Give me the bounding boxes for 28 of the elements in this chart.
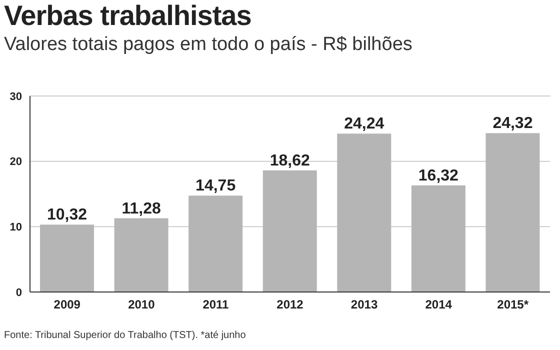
x-tick-label: 2014 — [425, 298, 452, 312]
x-tick-label: 2013 — [350, 298, 378, 312]
x-tick-label: 2011 — [202, 298, 230, 312]
y-tick-label: 30 — [10, 90, 22, 103]
data-label: 24,24 — [344, 116, 384, 133]
bar — [337, 134, 392, 292]
data-label: 10,32 — [46, 206, 88, 224]
data-label: 11,28 — [122, 200, 161, 218]
chart-title: Verbas trabalhistas — [4, 0, 252, 32]
x-tick-label: 2010 — [128, 298, 156, 312]
x-tick-label: 2009 — [54, 298, 81, 312]
bar — [114, 218, 168, 292]
y-tick-label: 20 — [10, 156, 22, 168]
chart-subtitle: Valores totais pagos em todo o país - R$ bilhões — [4, 34, 412, 56]
y-tick-label: 10 — [10, 222, 22, 234]
bar — [411, 185, 466, 292]
data-label: 14,75 — [196, 178, 236, 195]
y-tick-label: 0 — [16, 286, 22, 299]
data-label: 16,32 — [418, 167, 459, 184]
bar — [188, 196, 243, 292]
data-label: 24,32 — [492, 115, 533, 132]
bar — [40, 224, 94, 292]
bar — [262, 170, 317, 292]
x-tick-label: 2015* — [497, 298, 529, 312]
source-note: Fonte: Tribunal Superior do Trabalho (TST). *até junho — [4, 330, 246, 341]
bar — [486, 133, 540, 292]
data-label: 18,62 — [270, 152, 310, 170]
x-tick-label: 2012 — [276, 298, 304, 312]
